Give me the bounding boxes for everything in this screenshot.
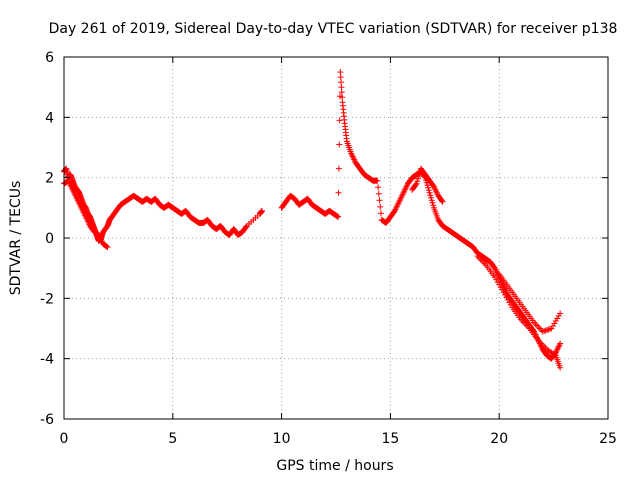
y-tick-label: -4 (40, 352, 54, 368)
x-tick-labels: 0 5 10 15 20 25 (60, 431, 617, 447)
data-point (427, 192, 434, 199)
data-point (416, 170, 423, 177)
data-point (552, 317, 559, 324)
data-point (377, 210, 384, 217)
data-point (557, 364, 564, 371)
data-point (533, 322, 540, 329)
data-point (504, 296, 511, 303)
data-point (502, 291, 509, 298)
y-tick-label: 6 (45, 50, 54, 66)
data-point (428, 194, 435, 201)
grid (64, 57, 608, 419)
data-point (426, 189, 433, 196)
data-point (374, 177, 381, 184)
axis-ticks (63, 56, 609, 420)
data-point (414, 175, 421, 182)
x-tick-label: 25 (599, 431, 617, 447)
data-point (391, 208, 398, 215)
data-point (333, 212, 340, 219)
data-point (335, 189, 342, 196)
data-point (494, 279, 501, 286)
data-point (336, 117, 343, 124)
x-tick-label: 10 (273, 431, 291, 447)
data-point (491, 274, 498, 281)
data-point (551, 320, 558, 327)
data-point (545, 326, 552, 333)
data-point (243, 223, 250, 230)
data-point (538, 327, 545, 334)
data-point (377, 203, 384, 210)
data-point (415, 173, 422, 180)
data-point (438, 197, 445, 204)
data-point (507, 301, 514, 308)
data-point (439, 198, 446, 205)
data-point (546, 326, 553, 333)
data-point (339, 94, 346, 101)
data-point (334, 213, 341, 220)
y-axis-label: SDTVAR / TECUs (8, 181, 24, 296)
data-point (414, 178, 421, 185)
data-point (542, 327, 549, 334)
data-point (336, 141, 343, 148)
data-point (555, 312, 562, 319)
y-tick-label: -2 (40, 291, 54, 307)
data-point (104, 244, 111, 251)
data-point (491, 264, 498, 271)
data-point (103, 243, 110, 250)
data-point (549, 322, 556, 329)
data-point (430, 182, 437, 189)
data-point (337, 69, 344, 76)
x-tick-label: 20 (490, 431, 508, 447)
data-point (425, 184, 432, 191)
data-point (338, 89, 345, 96)
x-tick-label: 15 (381, 431, 399, 447)
data-point (503, 294, 510, 301)
x-axis-label: GPS time / hours (276, 458, 393, 474)
data-point (424, 182, 431, 189)
data-point (557, 340, 564, 347)
data-point (375, 190, 382, 197)
data-point (337, 74, 344, 81)
y-tick-label: 4 (45, 110, 54, 126)
data-point (430, 202, 437, 209)
data-point (335, 165, 342, 172)
y-tick-label: -6 (40, 412, 54, 428)
y-tick-label: 2 (45, 171, 54, 187)
data-point (496, 281, 503, 288)
data-point (375, 184, 382, 191)
data-point (413, 180, 420, 187)
data-point (539, 328, 546, 335)
data-point (338, 84, 345, 91)
data-point (499, 286, 506, 293)
data-point (429, 199, 436, 206)
data-point (376, 197, 383, 204)
data-point (541, 328, 548, 335)
data-point (551, 351, 558, 358)
data-points (61, 69, 564, 371)
data-point (554, 315, 561, 322)
y-tick-labels: 6 4 2 0 -2 -4 -6 (40, 50, 54, 428)
data-point (497, 284, 504, 291)
y-tick-label: 0 (45, 231, 54, 247)
data-point (259, 207, 266, 214)
chart-title: Day 261 of 2019, Sidereal Day-to-day VTE… (49, 21, 618, 37)
data-point (335, 213, 342, 220)
data-point (425, 187, 432, 194)
x-tick-label: 5 (168, 431, 177, 447)
data-point (103, 243, 110, 250)
data-point (557, 310, 564, 317)
data-point (544, 327, 551, 334)
data-point (500, 289, 507, 296)
data-point (338, 79, 345, 86)
data-point (493, 276, 500, 283)
data-point (412, 181, 419, 188)
data-point (535, 323, 542, 330)
x-tick-label: 0 (60, 431, 69, 447)
data-point (548, 325, 555, 332)
data-point (428, 197, 435, 204)
data-point (506, 299, 513, 306)
